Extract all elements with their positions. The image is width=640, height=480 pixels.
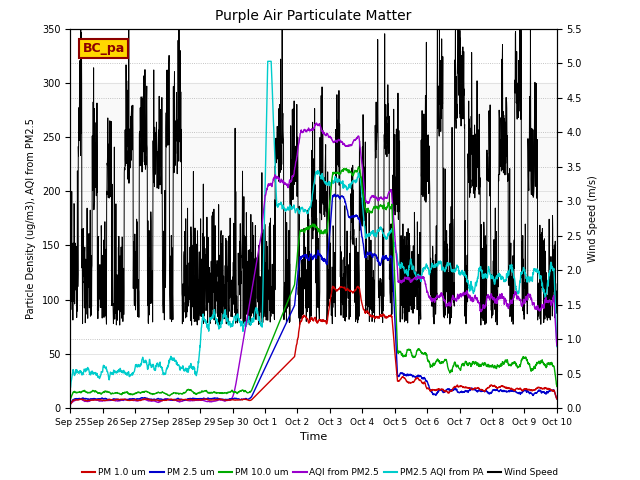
Text: BC_pa: BC_pa: [83, 42, 125, 55]
Title: Purple Air Particulate Matter: Purple Air Particulate Matter: [216, 10, 412, 24]
Y-axis label: Particle Density (ug/m3), AQI from PM2.5: Particle Density (ug/m3), AQI from PM2.5: [26, 118, 36, 319]
Y-axis label: Wind Speed (m/s): Wind Speed (m/s): [588, 175, 598, 262]
Bar: [70, 83, 557, 245]
Legend: PM 1.0 um, PM 2.5 um, PM 10.0 um, AQI from PM2.5, PM2.5 AQI from PA, Wind Speed: PM 1.0 um, PM 2.5 um, PM 10.0 um, AQI fr…: [78, 464, 562, 480]
X-axis label: Time: Time: [300, 432, 327, 442]
